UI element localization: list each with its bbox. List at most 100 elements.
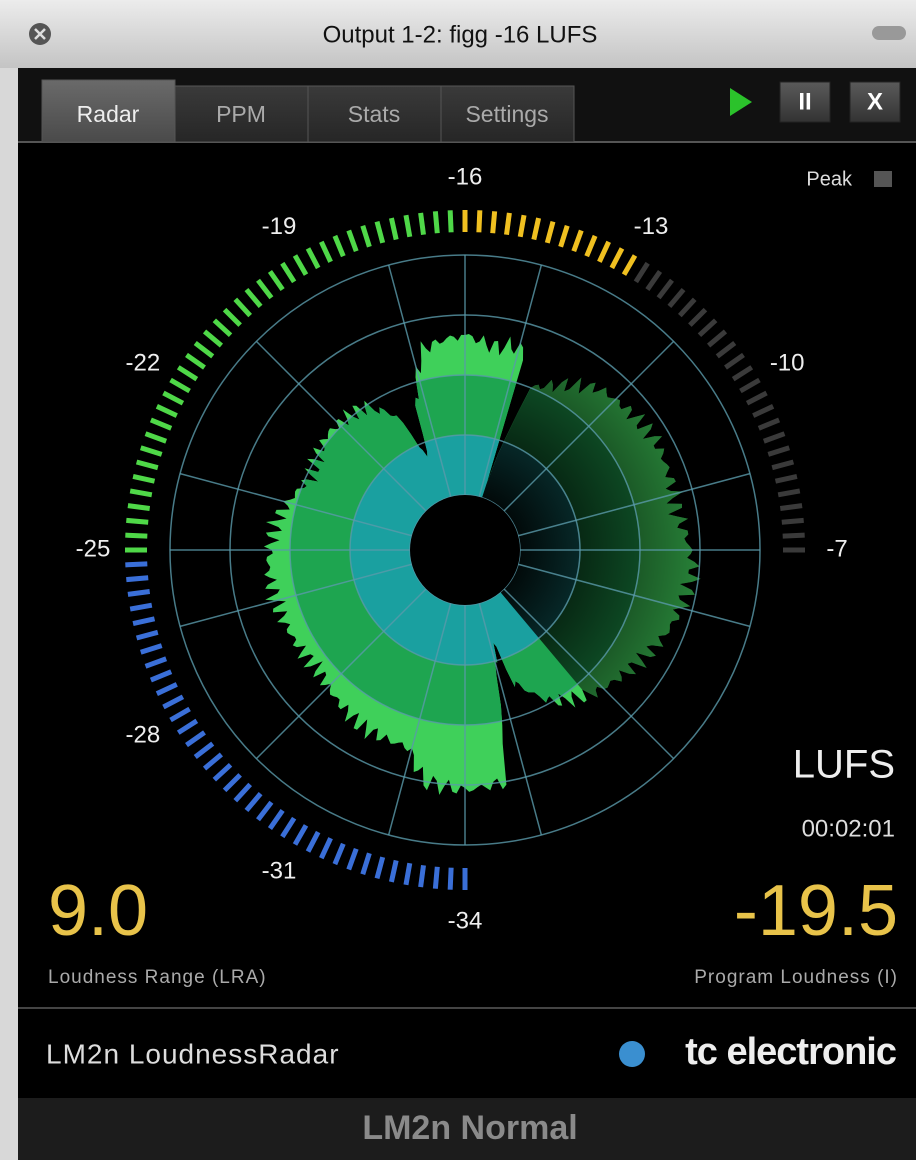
scale-dash [155, 404, 178, 418]
radar-spoke [255, 588, 427, 760]
scale-dash [517, 214, 527, 238]
scale-dash [403, 862, 413, 886]
scale-dash [777, 488, 801, 498]
elapsed-time: 00:02:01 [802, 815, 895, 842]
preset-bar[interactable] [18, 1098, 916, 1160]
scale-dash [139, 643, 163, 655]
close-icon [34, 28, 46, 40]
scale-dash [418, 212, 426, 236]
scale-dash [222, 307, 242, 327]
scale-dash [715, 341, 737, 359]
tab[interactable] [440, 85, 575, 143]
radar-spoke [503, 340, 675, 512]
tab[interactable] [174, 85, 309, 143]
scale-dash [244, 791, 263, 813]
scale-dash [374, 856, 386, 880]
brand-name: tc electronic [685, 1031, 897, 1073]
scale-dash [633, 261, 650, 284]
unit-label: LUFS [793, 743, 895, 787]
scale-dash [332, 842, 346, 866]
scale-dash [129, 488, 153, 498]
window-title: Output 1-2: figg -16 LUFS [323, 21, 598, 48]
pause-label: II [798, 88, 811, 115]
scale-dash [212, 318, 233, 338]
scale-dash [305, 247, 321, 270]
scale-dash [212, 762, 233, 782]
scale-dash [432, 866, 440, 889]
scale-dash [447, 210, 454, 233]
scale-dash [144, 431, 168, 444]
stop-label: X [867, 88, 883, 115]
scale-dash [233, 297, 253, 318]
scale-dash [782, 532, 805, 539]
title-bar [0, 0, 916, 68]
scale-dash [127, 589, 151, 597]
scale-dash [155, 682, 178, 696]
scale-label: -7 [826, 535, 847, 562]
scale-dash [656, 278, 674, 300]
scale-dash [332, 234, 346, 258]
scale-dash [360, 224, 372, 248]
tab[interactable] [41, 79, 176, 143]
scale-dash [132, 473, 156, 484]
scale-dash [779, 503, 803, 511]
scale-dash [162, 390, 185, 406]
scale-dash [280, 261, 297, 284]
peak-label: Peak [806, 168, 853, 190]
tab[interactable] [307, 85, 442, 143]
scale-dash [280, 816, 297, 839]
radar-center [410, 495, 520, 605]
scale-label: -31 [262, 858, 297, 885]
scale-dash [305, 830, 321, 853]
radar-spoke [503, 588, 675, 760]
scale-dash [319, 240, 333, 263]
stop-button[interactable] [849, 81, 901, 123]
scale-dash [781, 517, 804, 525]
scale-dash [346, 229, 359, 253]
scale-dash [267, 809, 285, 830]
scale-dash [185, 730, 206, 748]
scale-dash [745, 390, 768, 406]
scale-dash [193, 341, 215, 359]
scale-dash [571, 229, 584, 253]
scale-dash [193, 741, 215, 759]
scale-dash [135, 459, 159, 471]
scale-dash [688, 307, 708, 327]
scale-dash [222, 773, 242, 793]
collapse-window[interactable] [872, 26, 906, 40]
scale-dash [697, 318, 718, 338]
radar-spoke [478, 602, 543, 836]
product-name: LM2n LoudnessRadar [46, 1038, 340, 1069]
lra-value: 9.0 [48, 871, 148, 951]
scale-label: -19 [262, 213, 297, 240]
scale-label: -28 [125, 721, 160, 748]
pause-button[interactable] [779, 81, 831, 123]
scale-dash [256, 800, 274, 822]
scale-dash [169, 377, 191, 394]
scale-label: -13 [634, 213, 669, 240]
scale-dash [476, 210, 483, 233]
lra-label: Loudness Range (LRA) [48, 967, 267, 988]
scale-dash [767, 445, 791, 457]
program-label: Program Loudness (I) [694, 967, 898, 988]
radar-spoke [387, 602, 452, 836]
peak-indicator [874, 171, 892, 187]
tab-label: PPM [216, 101, 266, 127]
scale-dash [176, 718, 199, 735]
scale-label: -25 [76, 535, 111, 562]
scale-dash [774, 473, 798, 484]
play-button[interactable] [730, 88, 752, 116]
scale-dash [126, 575, 149, 583]
scale-dash [319, 837, 333, 860]
scale-dash [149, 669, 173, 683]
scale-dash [129, 602, 153, 612]
scale-dash [504, 212, 512, 236]
scale-dash [558, 224, 570, 248]
radar-spoke [179, 472, 413, 537]
tab-label: Radar [77, 101, 140, 127]
scale-dash [757, 417, 781, 431]
scale-dash [360, 852, 372, 876]
window-border [0, 68, 18, 1160]
scale-dash [388, 217, 399, 241]
scale-dash [584, 234, 598, 258]
